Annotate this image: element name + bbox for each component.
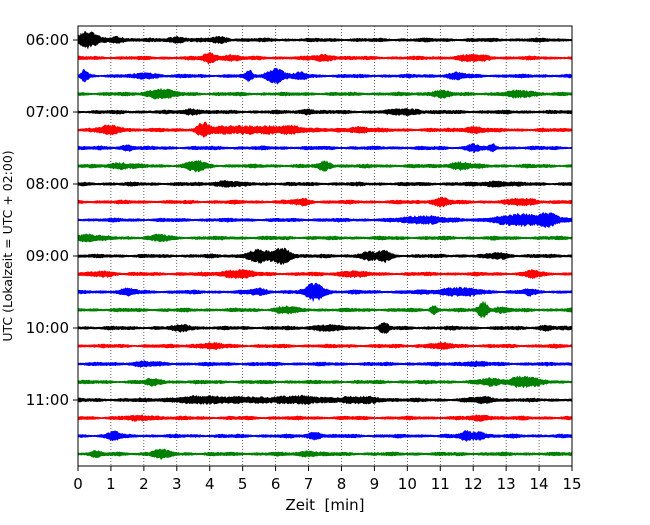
seismic-trace-0630 <box>77 67 573 85</box>
axis-layer: 0 1 2 3 4 5 6 7 8 9 10 11 12 13 14 1506:0007:0008:0009:… <box>26 31 582 493</box>
seismic-trace-0615 <box>77 52 573 65</box>
x-tick-label: 11 <box>431 475 450 493</box>
x-tick-label: 2 <box>139 475 149 493</box>
seismic-trace-0745 <box>77 160 573 173</box>
seismic-trace-0730 <box>77 143 573 154</box>
x-axis-title: Zeit [min] <box>285 496 364 514</box>
seismic-trace-0945 <box>77 300 573 319</box>
y-tick-label: 07:00 <box>26 103 69 121</box>
seismic-trace-0600 <box>77 30 573 49</box>
x-tick-label: 1 <box>106 475 116 493</box>
grid-layer <box>110 26 540 466</box>
x-tick-label: 9 <box>370 475 380 493</box>
seismic-trace-0715 <box>77 121 573 138</box>
y-tick-label: 11:00 <box>26 391 69 409</box>
seismic-trace-0815 <box>77 196 573 208</box>
seismic-trace-0700 <box>77 108 573 116</box>
seismic-trace-0830 <box>77 212 573 228</box>
y-tick-label: 10:00 <box>26 319 69 337</box>
y-axis-title: UTC (Lokalzeit = UTC + 02:00) <box>0 150 15 341</box>
seismic-trace-1130 <box>77 430 573 442</box>
seismic-trace-1100 <box>77 394 573 406</box>
y-tick-label: 09:00 <box>26 247 69 265</box>
x-tick-label: 12 <box>464 475 483 493</box>
trace-layer <box>77 30 573 460</box>
seismic-trace-0930 <box>77 282 573 302</box>
seismic-trace-1045 <box>77 375 573 389</box>
x-tick-label: 13 <box>497 475 516 493</box>
x-tick-label: 5 <box>238 475 248 493</box>
seismic-trace-0800 <box>77 179 573 188</box>
x-tick-label: 15 <box>562 475 581 493</box>
seismic-trace-0845 <box>77 233 573 243</box>
y-tick-label: 08:00 <box>26 175 69 193</box>
seismic-trace-0915 <box>77 269 573 279</box>
y-tick-label: 06:00 <box>26 31 69 49</box>
plot-frame <box>77 25 573 467</box>
seismic-trace-1030 <box>77 360 573 368</box>
x-tick-label: 7 <box>304 475 314 493</box>
x-tick-label: 8 <box>337 475 347 493</box>
seismic-trace-0645 <box>77 88 573 100</box>
x-tick-label: 3 <box>172 475 182 493</box>
x-tick-label: 10 <box>398 475 417 493</box>
seismic-trace-0900 <box>77 247 573 265</box>
x-tick-label: 4 <box>205 475 215 493</box>
seismic-trace-1145 <box>77 448 573 460</box>
seismic-trace-1000 <box>77 322 573 334</box>
x-tick-label: 6 <box>271 475 281 493</box>
x-tick-label: 0 <box>73 475 83 493</box>
x-tick-label: 14 <box>530 475 549 493</box>
seismic-trace-1115 <box>77 414 573 422</box>
seismic-trace-1015 <box>77 341 573 350</box>
